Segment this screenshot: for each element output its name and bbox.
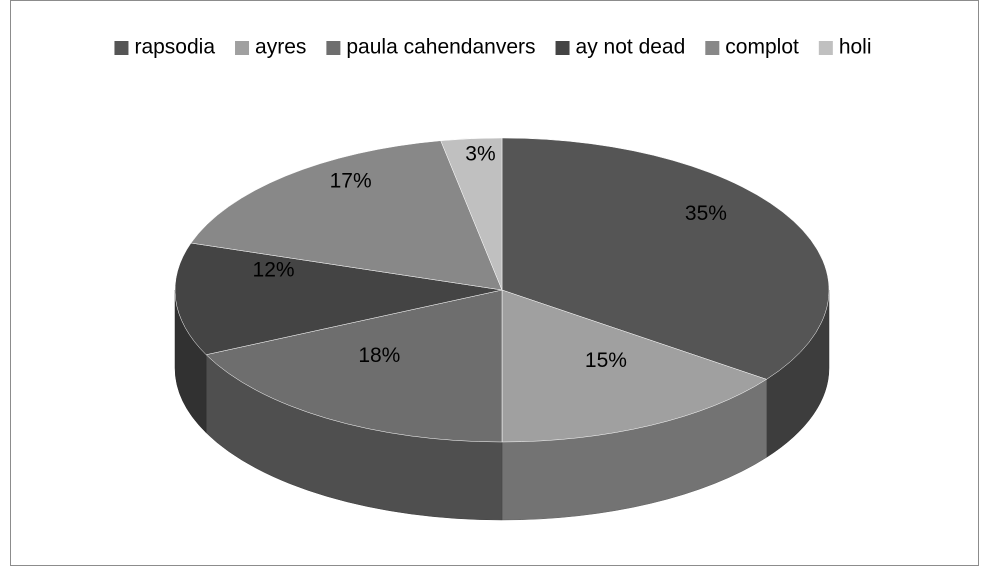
data-label: 17% [330,169,372,192]
legend-label: rapsodia [134,36,215,59]
data-labels: 35% 15% 18% 12% 17% 3% [253,143,727,372]
legend-label: paula cahendanvers [346,36,535,59]
legend-label: complot [725,36,799,59]
legend-swatch [705,41,720,55]
legend-swatch [326,41,341,55]
legend-swatch [235,41,250,55]
data-label: 12% [253,258,295,281]
legend: rapsodia ayres paula cahendanvers ay not de… [114,36,872,59]
data-label: 15% [585,349,627,372]
data-label: 3% [465,143,495,166]
legend-label: holi [839,36,872,59]
pie-tops [174,137,830,443]
pie-slice [501,137,830,380]
legend-swatch [818,41,833,55]
pie-sides [174,289,830,521]
legend-swatch [114,41,129,55]
legend-swatch [555,41,570,55]
pie-slice [190,140,503,291]
data-label: 18% [358,344,400,367]
pie-slice [205,289,503,443]
pie-slice [501,289,768,443]
legend-label: ayres [255,36,306,59]
pie-slice [440,137,503,291]
pie-slice [174,242,503,355]
data-label: 35% [685,202,727,225]
legend-label: ay not dead [576,36,686,59]
